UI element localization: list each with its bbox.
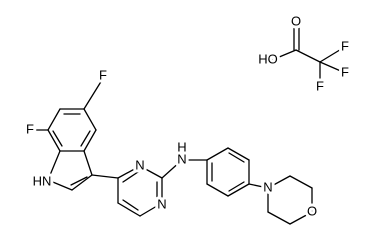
atom-label: F xyxy=(99,67,107,82)
atom-label: N xyxy=(135,157,144,172)
bonds xyxy=(31,25,344,225)
atom-label: N xyxy=(263,179,272,194)
atom-label: N xyxy=(157,196,166,211)
atom-label: N xyxy=(177,151,186,166)
atom-label: HN xyxy=(33,173,52,188)
atom-label: F xyxy=(341,38,349,53)
atom-label: O xyxy=(307,203,317,218)
atom-labels: O HO F F F F F HN N N H N N O xyxy=(23,10,352,221)
atom-label: F xyxy=(26,121,34,136)
atom-label: O xyxy=(291,13,301,28)
atom-label: F xyxy=(341,64,349,79)
atom-label: HO xyxy=(258,51,278,66)
atom-label: F xyxy=(316,78,324,93)
atom-label: H xyxy=(177,139,186,154)
